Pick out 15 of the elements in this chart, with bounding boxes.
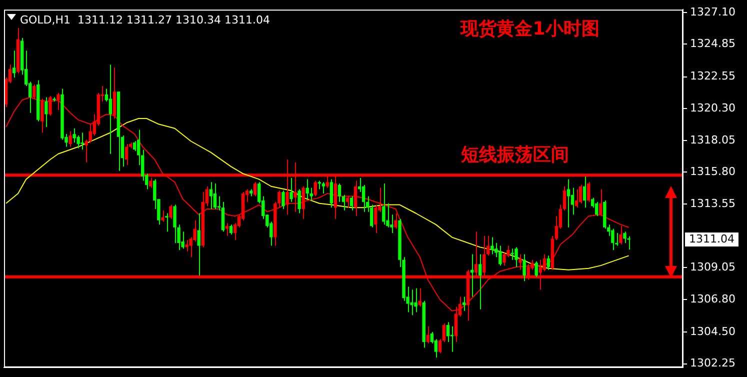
y-tick-label: 1327.10 (690, 5, 736, 18)
text: 现货黄金1小时图 (460, 18, 600, 40)
annotation: 短线振荡区间 (460, 144, 569, 166)
y-tick-label: 1304.50 (690, 324, 736, 338)
y-tick-label: 1315.80 (690, 165, 736, 178)
y-tick-label: 1324.85 (690, 37, 736, 50)
y-tick-label: 1309.05 (690, 260, 736, 274)
y-tick-label: 1318.05 (690, 133, 736, 146)
y-tick-label: 1320.30 (690, 101, 736, 114)
y-tick-label: 1313.55 (690, 196, 736, 210)
annotation: GOLD,H1 1311.12 1311.27 1310.34 1311.04 (20, 13, 270, 26)
y-tick-label: 1302.25 (690, 356, 736, 370)
y-tick-label: 1306.80 (690, 292, 736, 306)
text: 1311.04 (689, 232, 734, 246)
y-tick-label: 1322.55 (690, 70, 736, 83)
